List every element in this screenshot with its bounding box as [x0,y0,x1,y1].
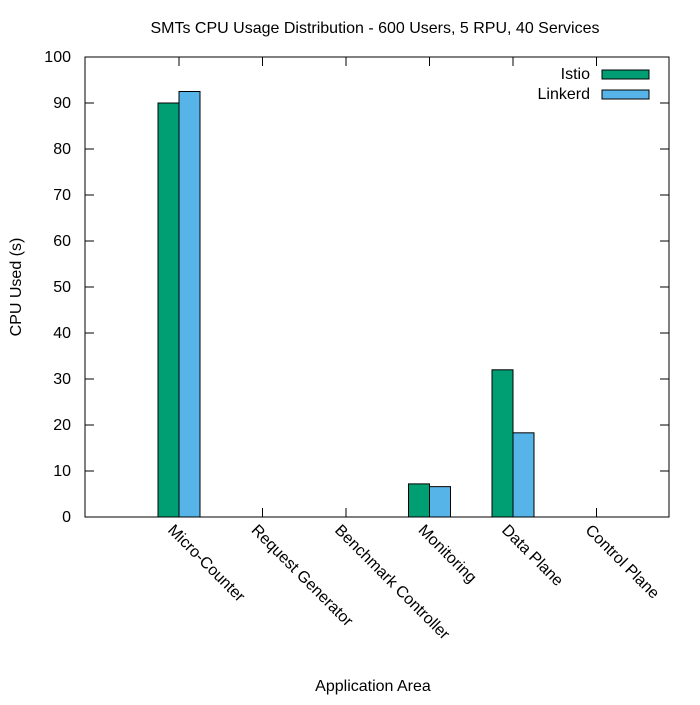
y-tick-label: 30 [53,371,71,388]
y-tick-label: 0 [62,509,71,526]
y-tick-label: 80 [53,141,71,158]
bar-linkerd [429,486,451,518]
bar-istio [157,102,180,518]
legend-swatch [601,69,650,80]
x-tick-label: Control Plane [582,522,663,603]
y-axis-label: CPU Used (s) [8,238,25,337]
legend-label: Istio [561,66,590,83]
bar-linkerd [178,91,201,518]
chart-title: SMTs CPU Usage Distribution - 600 Users,… [150,20,599,37]
x-tick-label: Monitoring [415,522,480,587]
y-tick-label: 90 [53,95,71,112]
x-axis-label: Application Area [315,678,431,695]
y-tick-label: 40 [53,325,71,342]
y-tick-label: 20 [53,417,71,434]
bar-istio [491,369,514,518]
y-tick-label: 100 [44,49,71,66]
legend-label: Linkerd [538,86,590,103]
x-tick-label: Data Plane [498,522,566,590]
x-tick-label: Micro-Counter [164,522,248,606]
y-tick-label: 50 [53,279,71,296]
legend-swatch [601,89,650,100]
bar-linkerd [512,432,535,518]
y-tick-label: 10 [53,463,71,480]
bar-istio [408,483,430,518]
y-tick-label: 70 [53,187,71,204]
y-tick-label: 60 [53,233,71,250]
